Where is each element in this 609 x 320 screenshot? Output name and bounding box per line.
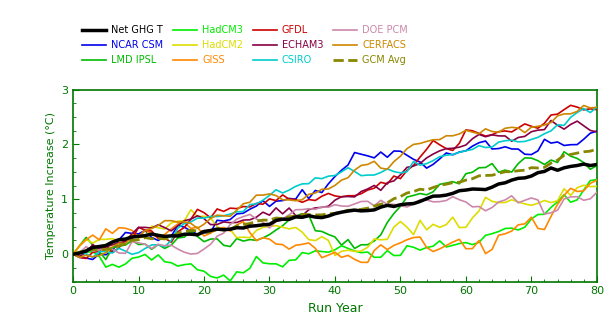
Legend: Net GHG T, NCAR CSM, LMD IPSL, HadCM3, HadCM2, GISS, GFDL, ECHAM3, CSIRO, DOE PC: Net GHG T, NCAR CSM, LMD IPSL, HadCM3, H… [78,21,412,69]
Y-axis label: Temperature Increase (°C): Temperature Increase (°C) [46,112,55,259]
X-axis label: Run Year: Run Year [308,302,362,315]
